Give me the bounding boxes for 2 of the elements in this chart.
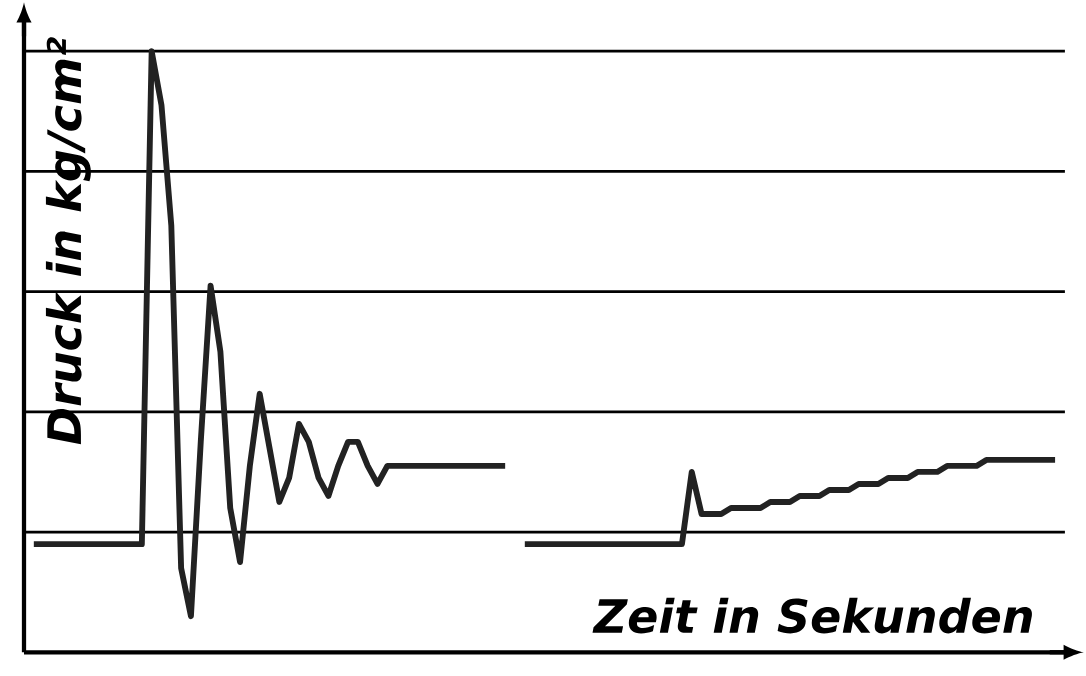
x-axis-title: Zeit in Sekunden: [592, 597, 1032, 634]
y-axis-title: Druck in kg/cm²: [45, 37, 91, 445]
